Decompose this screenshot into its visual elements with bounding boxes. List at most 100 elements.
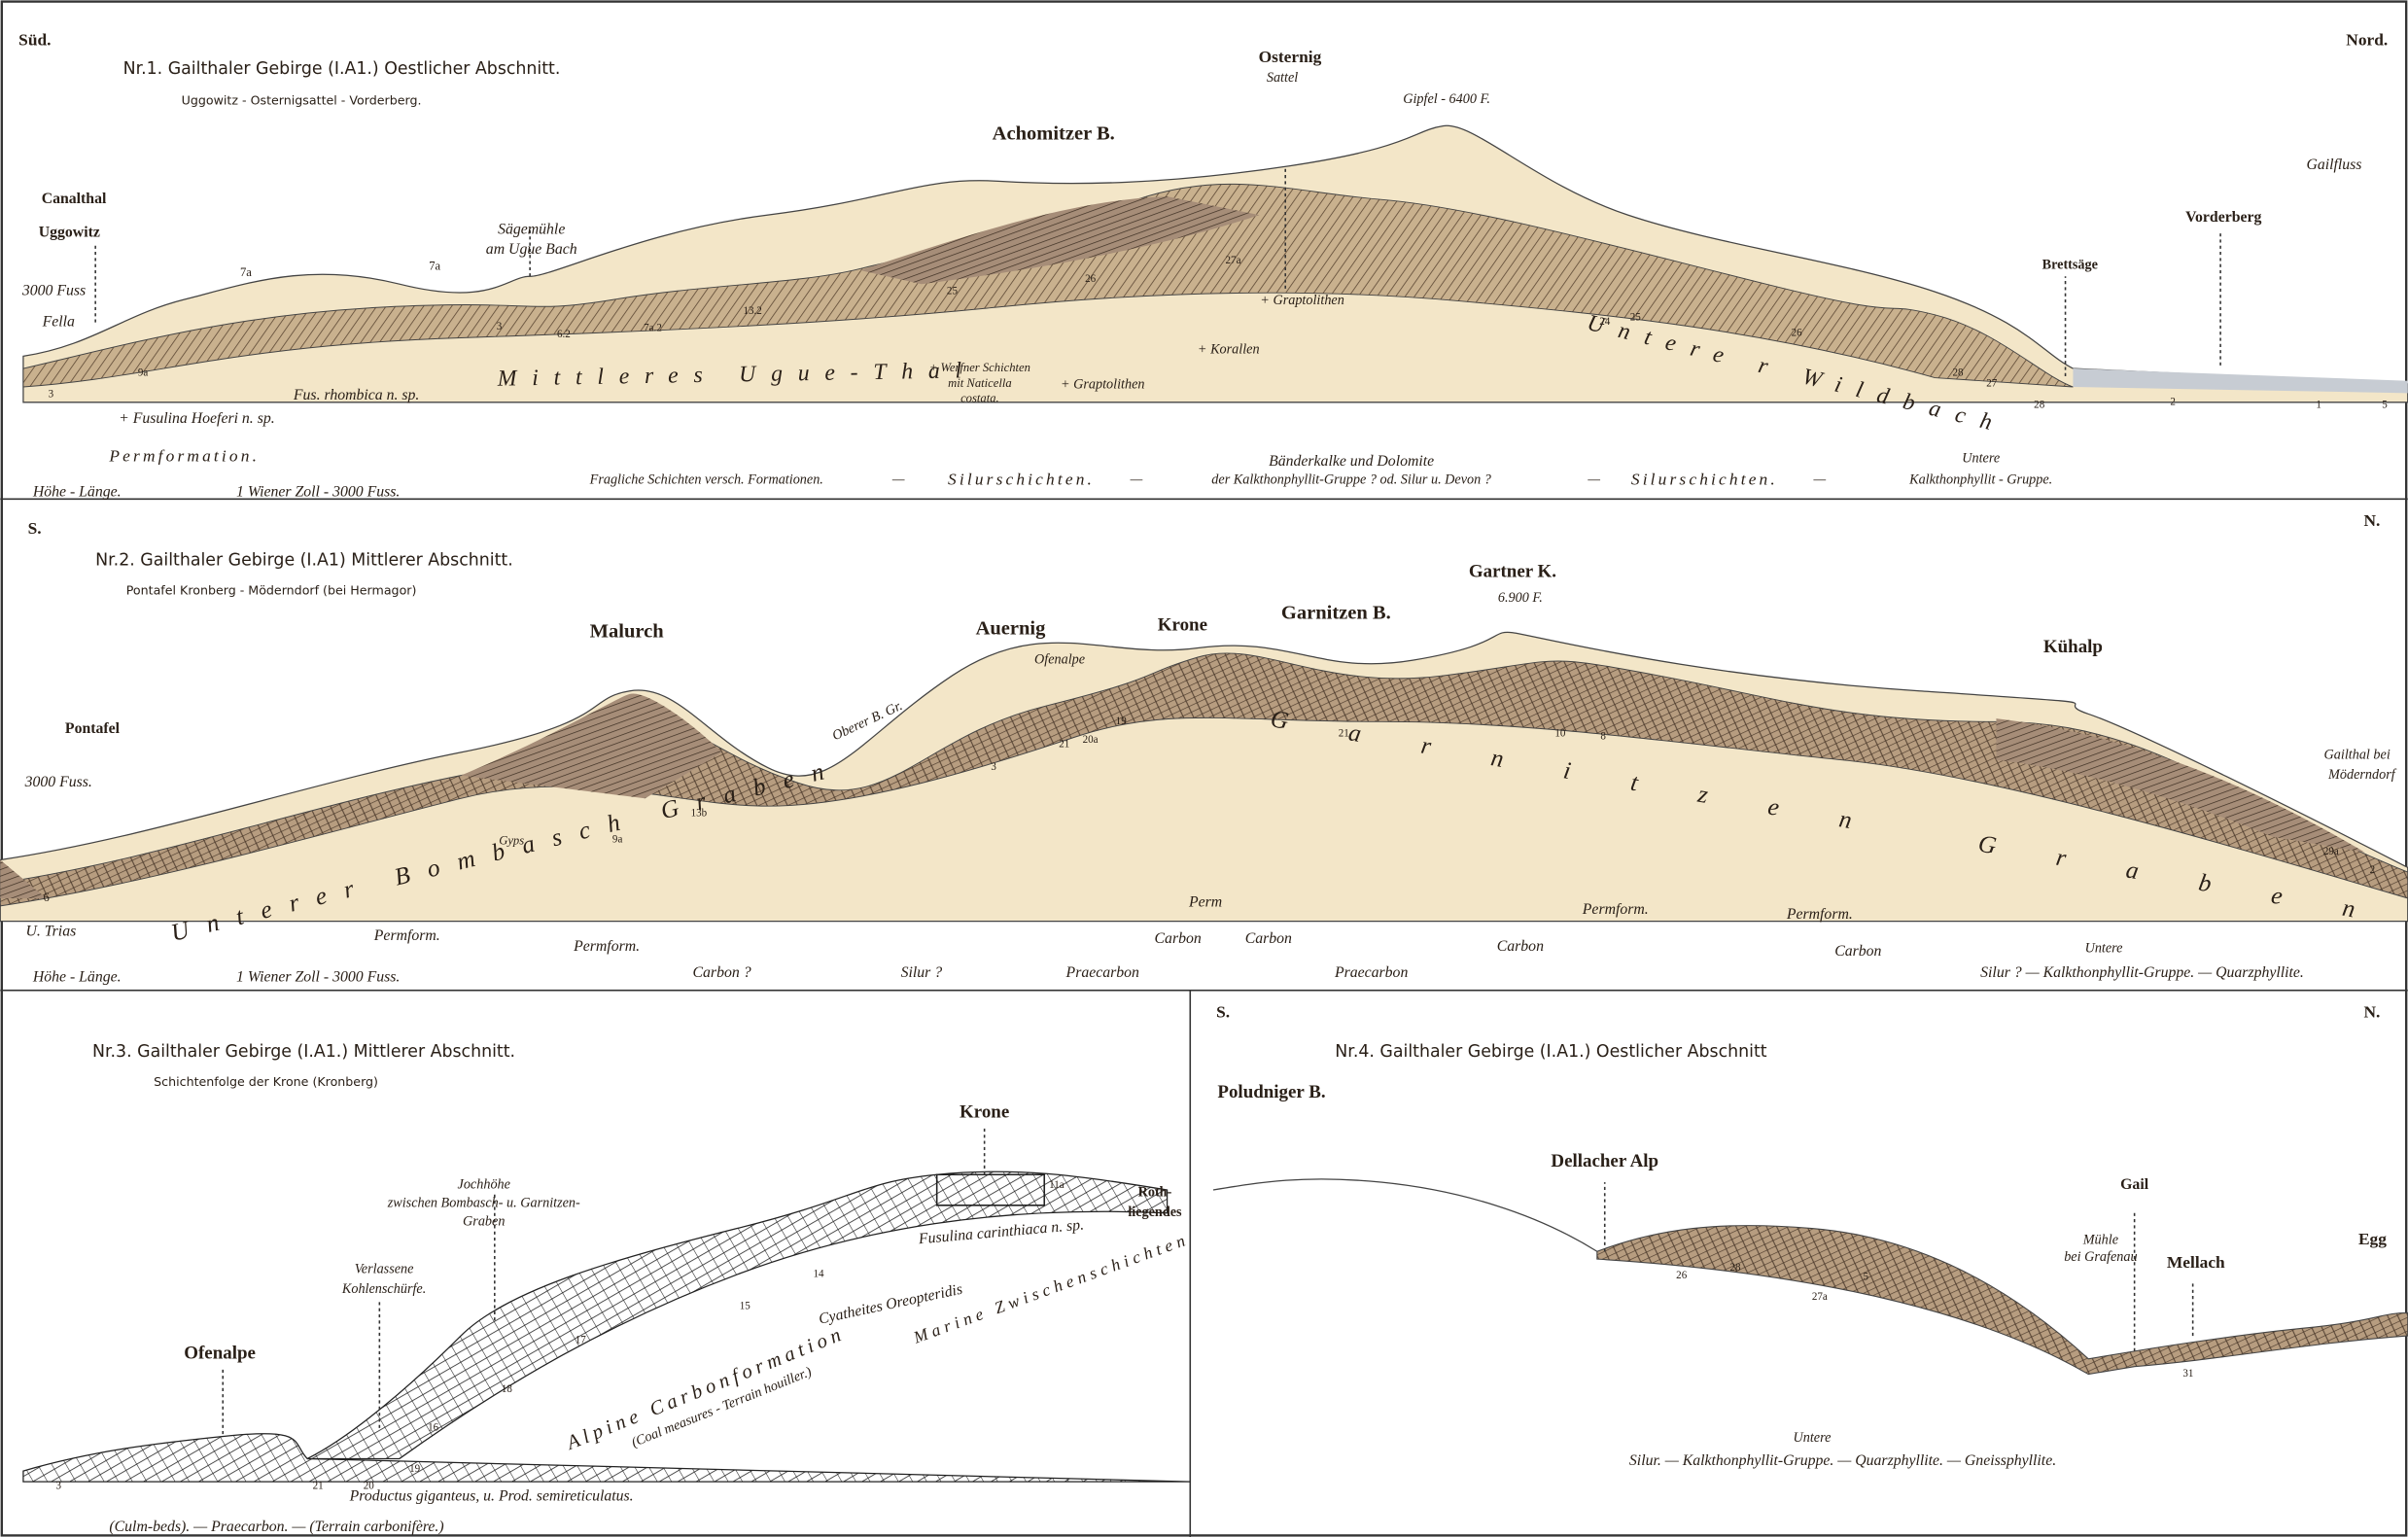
label: N. [2363,1002,2380,1021]
label: Silurschichten. [948,470,1095,488]
label: S. [1216,1002,1230,1021]
label: Mellach [2167,1253,2225,1272]
label: 1 Wiener Zoll - 3000 Fuss. [236,969,400,986]
stratum-number: 7a.2 [644,323,662,334]
stratum-number: 26 [1085,273,1097,285]
label: Nr.4. Gailthaler Gebirge (I.A1.) Oestlic… [1335,1042,1766,1062]
stratum-number: 5 [2382,399,2388,410]
label: Carbon [1497,938,1544,955]
label: Kohlenschürfe. [341,1281,426,1297]
label: Uggowitz [39,225,100,241]
label: — [1130,472,1143,488]
label: Osternig [1259,48,1322,66]
stratum-number: 13.2 [743,305,761,317]
stratum-number: 31 [2182,1368,2193,1380]
label: Nr.1. Gailthaler Gebirge (I.A1.) Oestlic… [123,59,561,79]
label: Carbon [1155,930,1202,947]
label: Fella [42,313,75,330]
stratum-number: 19 [409,1463,421,1475]
label: Uggowitz - Osternigsattel - Vorderberg. [182,93,422,108]
label: Roth- [1138,1184,1172,1200]
stratum-number: 13b [691,808,708,820]
label: Achomitzer B. [993,123,1115,145]
label: Brettsäge [2042,258,2098,273]
label: Möderndorf [2327,767,2397,783]
label: Sattel [1267,70,1298,86]
label: Jochhöhe [458,1177,510,1193]
stratum-number: 19 [1116,716,1128,727]
label: Permform. [1786,906,1853,923]
stratum-number: 21 [1059,739,1069,751]
label: Silur ? — Kalkthonphyllit-Gruppe. — Quar… [1980,964,2304,981]
stratum-number: 3 [991,761,996,773]
label: Untere [1793,1430,1831,1446]
label: Permform. [573,938,640,955]
stratum-number: 28 [1729,1262,1741,1274]
stratum-number: 26 [1792,327,1803,338]
profile-1 [22,124,2408,403]
label: Fragliche Schichten versch. Formationen. [589,472,823,488]
label: Gailfluss [2306,157,2361,173]
label: Nr.3. Gailthaler Gebirge (I.A1.) Mittler… [92,1042,515,1062]
stratum-number: 27a [1812,1291,1828,1303]
stratum-number: 14 [814,1268,825,1279]
label: bei Grafenau [2064,1249,2137,1265]
label: liegendes [1128,1205,1182,1220]
label: Krone [960,1101,1009,1122]
label: — [891,472,905,488]
label: — [1587,472,1600,488]
profile-4 [1212,1178,2408,1376]
label: Perm [1188,893,1222,910]
stratum-number: 5 [1863,1272,1868,1283]
label: Nr.2. Gailthaler Gebirge (I.A1) Mittlere… [95,550,513,570]
stratum-number: 28 [2034,399,2045,410]
label: N. [2363,511,2380,530]
label: Canalthal [42,191,107,207]
label: Kühalp [2043,637,2103,657]
stratum-number: 29a [2323,846,2339,857]
stratum-number: 27a [1226,255,1241,266]
label: Permformation. [108,447,260,466]
stratum-number: 3 [49,388,54,400]
stratum-number: 7a [240,265,252,279]
label: Schichtenfolge der Krone (Kronberg) [154,1074,378,1089]
label: Praecarbon [1065,964,1139,981]
stratum-number: 20a [1083,734,1099,746]
label: Garnitzen B. [1281,602,1391,623]
label: Gartner K. [1469,561,1556,581]
label: Untere [2085,940,2123,956]
label: 3000 Fuss. [24,774,92,790]
stratum-number: 18 [502,1383,513,1395]
stratum-number: 25 [947,286,959,297]
label: Carbon [1834,943,1881,960]
stratum-number: 28 [1952,367,1964,378]
label: Auernig [976,617,1047,639]
label: Mühle [2082,1232,2118,1247]
label: Productus giganteus, u. Prod. semireticu… [349,1488,634,1505]
label: Poludniger B. [1217,1082,1325,1102]
label: 3000 Fuss [21,283,86,299]
stratum-number: 21 [313,1480,324,1491]
label: Carbon ? [693,964,751,981]
stratum-number: 6 [43,891,49,904]
label: costata. [960,392,999,405]
stratum-number: 1 [2316,399,2321,410]
label: 1 Wiener Zoll - 3000 Fuss. [236,484,400,501]
stratum-number: 24 [1599,316,1611,328]
stratum-number: 2 [2170,396,2176,407]
label: Pontafel Kronberg - Möderndorf (bei Herm… [126,583,417,598]
label: Gailthal bei [2324,747,2391,762]
label: Vorderberg [2185,209,2261,226]
label: (Culm-beds). — Praecarbon. — (Terrain ca… [109,1519,443,1535]
label: Egg [2358,1230,2387,1248]
label: Süd. [18,31,51,50]
stratum-number: 9a [138,367,149,378]
label: zwischen Bombasch- u. Garnitzen- [387,1196,580,1211]
label: Ofenalpe [1034,651,1085,667]
stratum-number: 7a [429,260,440,273]
label: Gyps [499,833,524,847]
label: Untere [1962,451,2000,467]
